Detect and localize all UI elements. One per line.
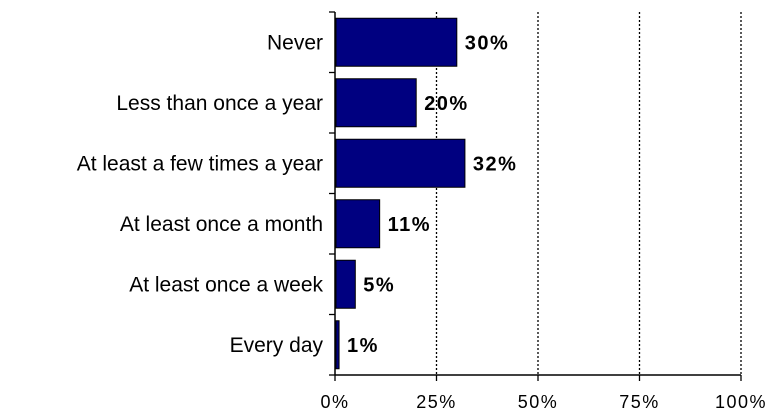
category-label: Less than once a year [116,92,323,115]
category-label: At least once a week [129,273,323,296]
gridlines [435,12,742,375]
data-label: 5% [363,274,395,296]
bar [335,17,458,67]
x-tick-labels: 0% 25% 50% 75% 100% [320,392,767,412]
category-labels: Never Less than once a year At least a few… [77,31,324,357]
category-label: At least a few times a year [77,152,323,175]
x-tick-label: 75% [619,392,660,412]
data-label: 20% [424,93,469,115]
category-label: At least once a month [120,213,323,236]
x-tick-label: 100% [715,392,767,412]
data-label: 1% [347,335,379,357]
x-tick-label: 0% [320,392,349,412]
bar [335,138,466,188]
x-tick-label: 25% [416,392,457,412]
x-tick-label: 50% [518,392,559,412]
data-label: 32% [473,153,518,175]
category-label: Every day [230,334,324,357]
category-label: Never [267,31,323,54]
bar [335,259,356,309]
bar [335,199,381,249]
data-label: 11% [388,214,431,236]
bar [335,78,417,128]
data-label: 30% [465,32,510,54]
bar [335,320,340,370]
data-labels: 30% 20% 32% 11% 5% 1% [347,32,518,357]
bars [335,17,466,370]
axes [329,11,742,381]
